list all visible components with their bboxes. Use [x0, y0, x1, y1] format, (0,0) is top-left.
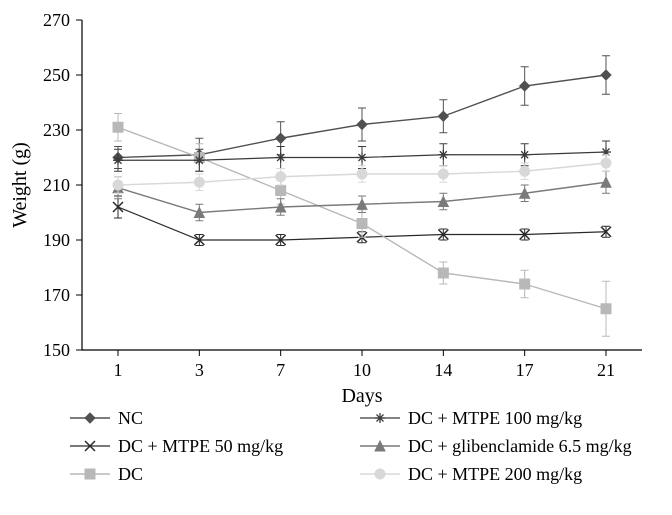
- svg-text:150: 150: [43, 340, 70, 360]
- chart-container: 150 170 190 210 230 250 270 1 3 7 10 14 17 21 Days Weig…: [0, 0, 672, 515]
- svg-text:14: 14: [434, 360, 452, 380]
- svg-text:21: 21: [597, 360, 615, 380]
- svg-text:270: 270: [43, 10, 70, 30]
- svg-text:230: 230: [43, 120, 70, 140]
- x-axis-label: Days: [341, 385, 382, 407]
- svg-text:DC: DC: [118, 464, 143, 484]
- svg-text:DC + MTPE 100 mg/kg: DC + MTPE 100 mg/kg: [408, 408, 582, 428]
- svg-text:250: 250: [43, 65, 70, 85]
- svg-text:1: 1: [114, 360, 123, 380]
- svg-text:DC + MTPE 50 mg/kg: DC + MTPE 50 mg/kg: [118, 436, 283, 456]
- svg-text:7: 7: [276, 360, 285, 380]
- line-chart: 150 170 190 210 230 250 270 1 3 7 10 14 17 21 Days Weig…: [0, 0, 672, 515]
- svg-text:NC: NC: [118, 408, 143, 428]
- y-axis-label: Weight (g): [9, 142, 31, 228]
- svg-text:190: 190: [43, 230, 70, 250]
- svg-text:3: 3: [195, 360, 204, 380]
- svg-text:170: 170: [43, 285, 70, 305]
- svg-text:10: 10: [353, 360, 371, 380]
- svg-text:DC + MTPE 200 mg/kg: DC + MTPE 200 mg/kg: [408, 464, 582, 484]
- svg-text:DC + glibenclamide 6.5 mg/kg: DC + glibenclamide 6.5 mg/kg: [408, 436, 632, 456]
- svg-text:210: 210: [43, 175, 70, 195]
- svg-text:17: 17: [516, 360, 534, 380]
